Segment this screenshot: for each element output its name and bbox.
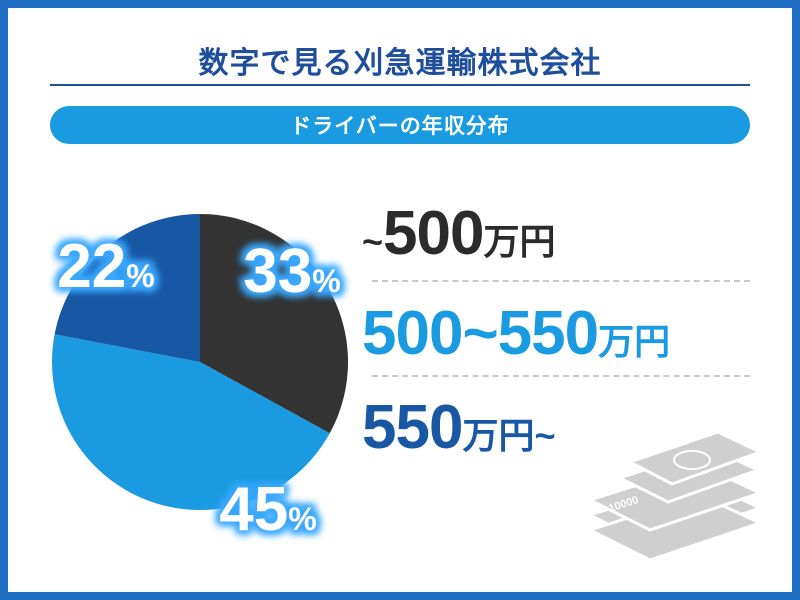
legend-divider	[372, 375, 750, 377]
money-stack-icon: 10000	[586, 430, 765, 562]
pie-label-3: 22%	[57, 232, 154, 301]
title-divider	[50, 84, 750, 86]
pie-slice-2	[52, 334, 330, 510]
legend-item-over-550: 550万円~	[362, 393, 556, 462]
legend-item-under-500: ~500万円	[362, 199, 556, 268]
pie-label-2: 45%	[219, 475, 316, 544]
page-title: 数字で見る刈急運輸株式会社	[198, 46, 602, 81]
legend-divider	[372, 280, 750, 282]
pie-slice-3	[54, 214, 200, 362]
pie-slice-1	[200, 214, 348, 434]
pie-label-1: 33%	[243, 237, 340, 306]
chart-subtitle: ドライバーの年収分布	[50, 106, 750, 144]
legend-item-500-550: 500~550万円	[362, 299, 671, 368]
